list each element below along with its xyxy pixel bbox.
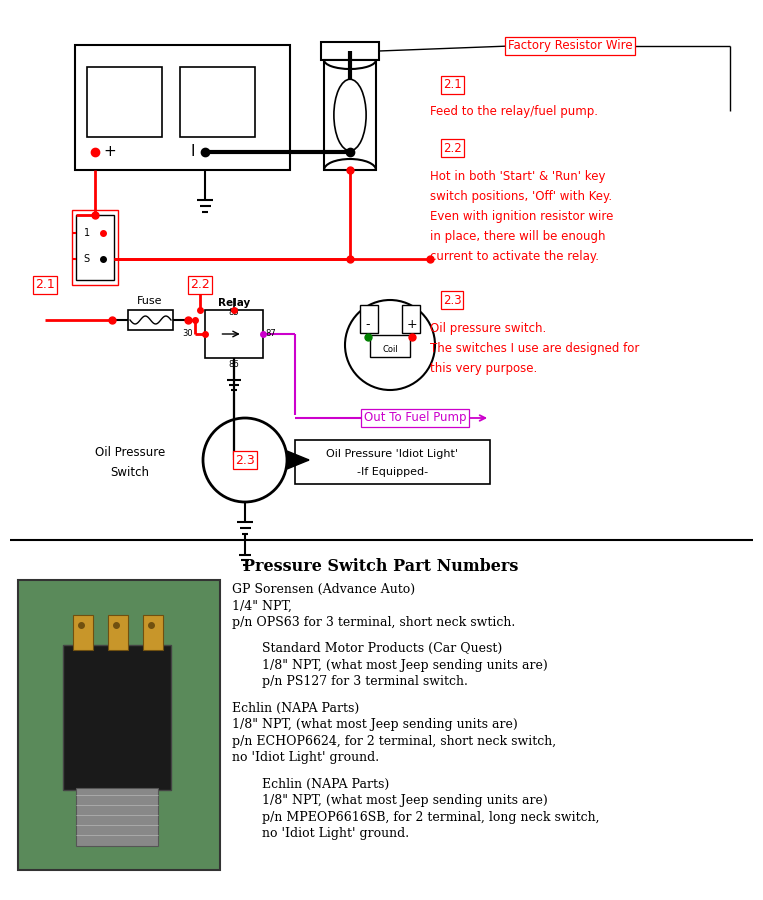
Text: 1: 1 (84, 229, 90, 238)
Text: 86: 86 (229, 360, 240, 369)
Bar (75, 45, 290, 170)
Bar (87, 67, 162, 137)
Text: 1/4" NPT,: 1/4" NPT, (232, 599, 292, 613)
Text: 2.3: 2.3 (235, 454, 255, 466)
Text: Oil pressure switch.: Oil pressure switch. (430, 322, 546, 335)
Text: in place, there will be enough: in place, there will be enough (430, 230, 606, 243)
Text: Even with ignition resistor wire: Even with ignition resistor wire (430, 210, 613, 223)
Bar (76, 788, 158, 846)
Text: this very purpose.: this very purpose. (430, 362, 537, 375)
Text: Fuse: Fuse (137, 296, 163, 306)
Text: Echlin (NAPA Parts): Echlin (NAPA Parts) (262, 778, 389, 791)
Text: -If Equipped-: -If Equipped- (357, 467, 428, 477)
Text: p/n MPEOP6616SB, for 2 terminal, long neck switch,: p/n MPEOP6616SB, for 2 terminal, long ne… (262, 811, 600, 824)
Bar (402, 305, 420, 333)
Text: switch positions, 'Off' with Key.: switch positions, 'Off' with Key. (430, 190, 612, 203)
Text: S: S (84, 254, 90, 265)
Ellipse shape (334, 79, 366, 150)
Text: no 'Idiot Light' ground.: no 'Idiot Light' ground. (262, 827, 409, 841)
Text: Pressure Switch Part Numbers: Pressure Switch Part Numbers (243, 558, 519, 575)
Bar (205, 310, 263, 358)
Text: 1/8" NPT, (what most Jeep sending units are): 1/8" NPT, (what most Jeep sending units … (232, 718, 518, 732)
Text: Relay: Relay (218, 298, 250, 308)
Polygon shape (287, 451, 309, 469)
Text: 2.1: 2.1 (35, 278, 55, 292)
Text: Out To Fuel Pump: Out To Fuel Pump (364, 411, 466, 425)
Text: 87: 87 (265, 329, 275, 338)
Text: Oil Pressure 'Idiot Light': Oil Pressure 'Idiot Light' (327, 449, 459, 459)
Text: p/n OPS63 for 3 terminal, short neck swtich.: p/n OPS63 for 3 terminal, short neck swt… (232, 616, 515, 629)
Bar (108, 615, 128, 650)
Text: +: + (407, 319, 417, 331)
Text: 2.2: 2.2 (443, 141, 462, 155)
Text: 1/8" NPT, (what most Jeep sending units are): 1/8" NPT, (what most Jeep sending units … (262, 794, 548, 807)
Text: 30: 30 (182, 329, 193, 338)
Bar (324, 60, 376, 170)
Text: Standard Motor Products (Car Quest): Standard Motor Products (Car Quest) (262, 643, 502, 655)
Text: current to activate the relay.: current to activate the relay. (430, 250, 599, 263)
Text: GP Sorensen (Advance Auto): GP Sorensen (Advance Auto) (232, 583, 415, 596)
Bar (321, 42, 379, 60)
Text: Switch: Switch (111, 465, 150, 479)
Bar (73, 615, 93, 650)
Text: 1/8" NPT, (what most Jeep sending units are): 1/8" NPT, (what most Jeep sending units … (262, 659, 548, 672)
Text: Hot in both 'Start' & 'Run' key: Hot in both 'Start' & 'Run' key (430, 170, 606, 183)
Text: 85: 85 (229, 308, 240, 317)
Text: 2.2: 2.2 (190, 278, 210, 292)
Text: 2.1: 2.1 (443, 78, 462, 92)
Text: Oil Pressure: Oil Pressure (95, 446, 165, 458)
Text: +: + (103, 145, 116, 159)
Circle shape (345, 300, 435, 390)
Bar (360, 305, 378, 333)
Bar (63, 645, 171, 790)
Bar (72, 210, 118, 285)
Bar (370, 335, 410, 357)
Text: Coil: Coil (382, 346, 398, 355)
Bar (18, 580, 220, 870)
Text: Factory Resistor Wire: Factory Resistor Wire (507, 40, 633, 52)
Text: 2.3: 2.3 (443, 293, 462, 307)
Bar (76, 215, 114, 280)
Text: Echlin (NAPA Parts): Echlin (NAPA Parts) (232, 702, 359, 715)
Bar (295, 440, 490, 484)
Bar (180, 67, 255, 137)
Text: p/n ECHOP6624, for 2 terminal, short neck switch,: p/n ECHOP6624, for 2 terminal, short nec… (232, 734, 556, 748)
Bar (128, 310, 173, 330)
Text: I: I (191, 145, 195, 159)
Text: The switches I use are designed for: The switches I use are designed for (430, 342, 639, 355)
Text: no 'Idiot Light' ground.: no 'Idiot Light' ground. (232, 752, 379, 764)
Text: Feed to the relay/fuel pump.: Feed to the relay/fuel pump. (430, 105, 598, 118)
Circle shape (203, 418, 287, 502)
Text: p/n PS127 for 3 terminal switch.: p/n PS127 for 3 terminal switch. (262, 675, 468, 688)
Text: -: - (365, 319, 370, 331)
Bar (143, 615, 163, 650)
